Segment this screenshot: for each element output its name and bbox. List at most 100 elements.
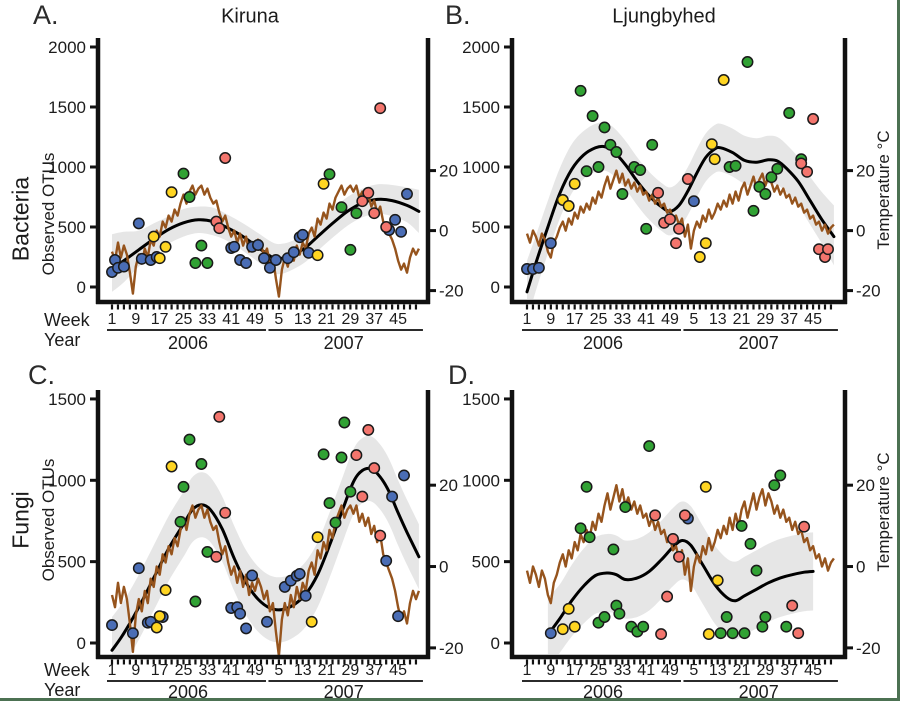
- otu-point-green: [183, 191, 196, 203]
- otu-point-green: [574, 84, 587, 97]
- otu-point-green: [323, 168, 336, 181]
- otu-point-green: [729, 159, 742, 172]
- otu-point-red: [661, 590, 674, 603]
- otu-point-blue: [287, 246, 300, 259]
- otu-point-red: [368, 462, 381, 475]
- title-ljungbyhed: Ljungbyhed: [612, 5, 716, 28]
- otu-point-green: [177, 480, 190, 493]
- otu-point-blue: [240, 622, 253, 635]
- svg-text:2006: 2006: [583, 333, 623, 353]
- otu-point-green: [619, 501, 632, 514]
- svg-text:37: 37: [365, 311, 383, 328]
- otu-point-red: [356, 195, 369, 208]
- temperature-line: [110, 504, 421, 658]
- otu-point-yellow: [153, 252, 166, 265]
- otu-point-green: [759, 611, 772, 623]
- otu-point-green: [780, 620, 793, 633]
- otu-point-yellow: [147, 230, 160, 243]
- otu-point-blue: [395, 225, 408, 238]
- svg-text:33: 33: [198, 662, 216, 679]
- otu-point-red: [374, 102, 387, 115]
- otu-point-red: [664, 213, 676, 226]
- svg-text:13: 13: [294, 311, 312, 328]
- svg-text:1500: 1500: [462, 390, 500, 409]
- svg-text:0: 0: [439, 558, 448, 577]
- otu-point-yellow: [153, 610, 166, 623]
- week-axis-word-top: Week: [44, 310, 90, 330]
- svg-text:37: 37: [780, 311, 798, 328]
- otu-point-green: [586, 110, 599, 122]
- otu-point-green: [616, 188, 629, 200]
- svg-text:1: 1: [523, 662, 532, 679]
- otu-point-red: [822, 243, 834, 256]
- otu-point-green: [177, 167, 190, 180]
- otu-point-red: [649, 509, 662, 522]
- svg-text:1000: 1000: [48, 158, 86, 177]
- svg-text:1500: 1500: [48, 390, 86, 409]
- svg-text:1500: 1500: [462, 98, 500, 117]
- otu-point-yellow: [165, 460, 178, 473]
- svg-text:2006: 2006: [168, 333, 208, 353]
- otu-point-yellow: [717, 74, 730, 86]
- svg-text:1500: 1500: [48, 98, 86, 117]
- svg-text:20: 20: [439, 476, 458, 495]
- otu-point-blue: [296, 228, 309, 241]
- otu-point-blue: [299, 589, 312, 602]
- otu-point-green: [201, 257, 214, 269]
- svg-text:1: 1: [108, 311, 117, 328]
- otu-point-green: [598, 121, 611, 134]
- svg-text:2006: 2006: [168, 682, 208, 701]
- svg-text:25: 25: [175, 311, 193, 328]
- svg-text:500: 500: [58, 553, 86, 572]
- otu-point-yellow: [159, 584, 172, 597]
- svg-text:1: 1: [108, 662, 117, 679]
- otu-point-yellow: [159, 240, 172, 253]
- otu-point-green: [317, 448, 330, 461]
- otu-point-green: [189, 257, 202, 269]
- otu-point-green: [744, 537, 757, 550]
- svg-text:1000: 1000: [462, 471, 500, 490]
- otu-point-blue: [228, 240, 241, 253]
- panel-c-letter: C.: [28, 360, 55, 390]
- svg-text:0: 0: [491, 278, 500, 297]
- svg-text:21: 21: [733, 662, 751, 679]
- svg-text:21: 21: [318, 311, 336, 328]
- otu-point-red: [786, 599, 799, 612]
- year-axis-word-top: Year: [44, 330, 81, 350]
- otu-point-green: [195, 458, 208, 470]
- svg-text:9: 9: [546, 662, 555, 679]
- otu-point-red: [350, 449, 363, 462]
- otu-point-blue: [252, 239, 264, 251]
- axes: [504, 38, 853, 310]
- panel-d-chart: 0 500 1000 1500 20 0 -20 1 9 17 25 33 41 49 5 13 21 29 37 4…: [462, 390, 880, 698]
- otu-point-green: [592, 161, 605, 173]
- otu-point-green: [183, 433, 196, 446]
- svg-text:25: 25: [590, 311, 608, 328]
- svg-text:-20: -20: [856, 282, 881, 301]
- otu-point-yellow: [562, 602, 575, 615]
- otu-point-red: [652, 186, 665, 199]
- svg-text:49: 49: [661, 662, 679, 679]
- svg-text:-20: -20: [439, 282, 464, 301]
- otu-point-yellow: [568, 620, 581, 633]
- svg-text:5: 5: [689, 311, 698, 328]
- otu-point-green: [774, 469, 787, 482]
- otu-point-red: [380, 221, 393, 233]
- svg-text:17: 17: [151, 662, 169, 679]
- svg-text:13: 13: [709, 311, 727, 328]
- otu-point-red: [681, 173, 694, 185]
- panel-d-letter: D.: [448, 360, 475, 390]
- otu-point-red: [219, 506, 232, 519]
- otu-point-blue: [258, 252, 270, 265]
- otu-point-green: [768, 479, 781, 492]
- otu-point-green: [580, 480, 593, 493]
- otu-point-yellow: [165, 186, 178, 199]
- svg-text:25: 25: [590, 662, 608, 679]
- otu-point-blue: [246, 569, 259, 582]
- confidence-band: [112, 435, 419, 654]
- otu-point-blue: [240, 257, 253, 269]
- svg-text:49: 49: [246, 311, 264, 328]
- svg-text:45: 45: [804, 311, 822, 328]
- otu-point-green: [726, 627, 739, 640]
- otu-point-red: [356, 490, 369, 503]
